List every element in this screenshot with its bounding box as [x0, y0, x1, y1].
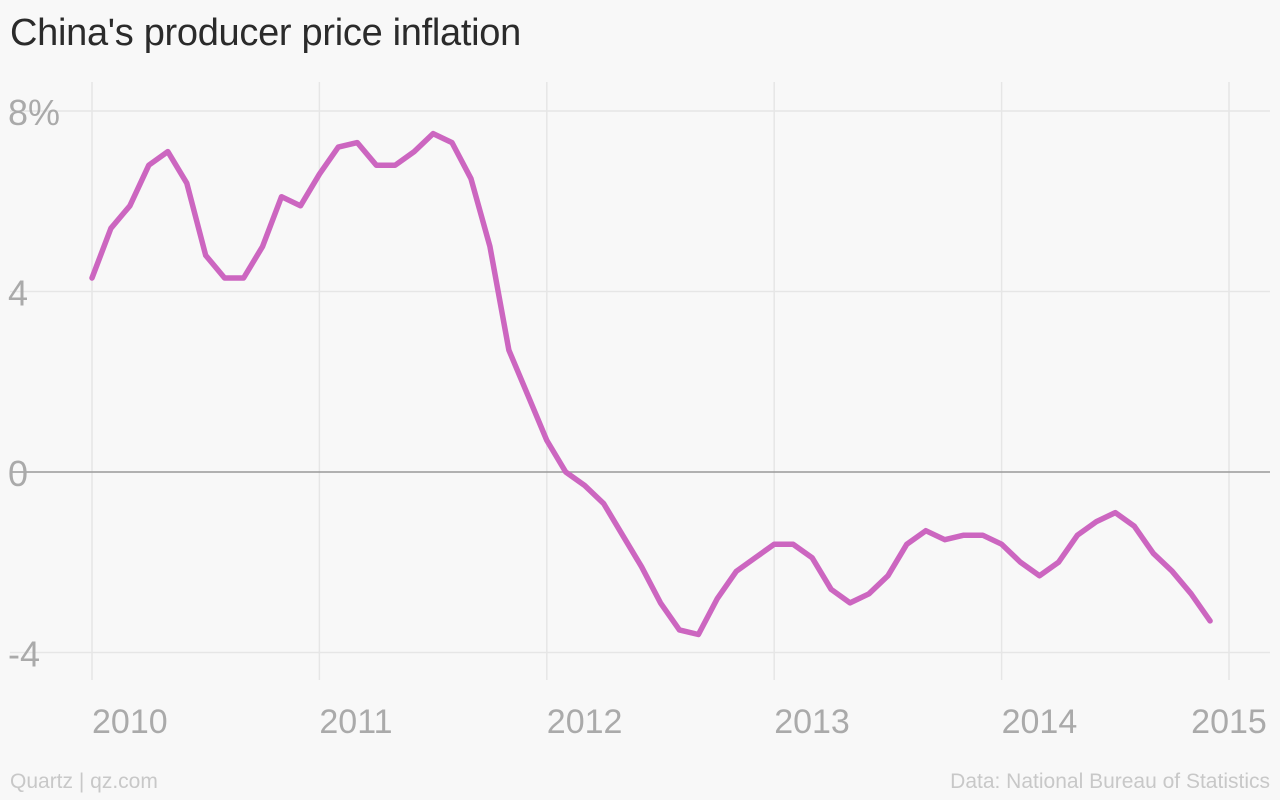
- data-point: [355, 140, 360, 145]
- data-point: [1056, 560, 1061, 565]
- data-point: [1170, 569, 1175, 574]
- data-point: [412, 149, 417, 154]
- data-point: [279, 194, 284, 199]
- data-point: [734, 569, 739, 574]
- data-point: [980, 533, 985, 538]
- data-point: [184, 181, 189, 186]
- data-point: [1094, 519, 1099, 524]
- data-point: [601, 501, 606, 506]
- data-point: [791, 542, 796, 547]
- data-point: [108, 226, 113, 231]
- x-tick-label: 2013: [774, 703, 850, 741]
- data-point: [866, 591, 871, 596]
- data-point: [469, 176, 474, 181]
- data-point: [677, 627, 682, 632]
- y-axis-ticks: 8% 4 0 -4: [8, 92, 60, 675]
- x-axis-ticks: 2010 2011 2012 2013 2014 2015: [92, 703, 1267, 741]
- data-point: [961, 533, 966, 538]
- x-tick-label: 2010: [92, 703, 168, 741]
- data-point: [1075, 533, 1080, 538]
- series-line: [89, 130, 1213, 638]
- grid-layer: [10, 82, 1270, 680]
- data-point: [127, 203, 132, 208]
- data-point: [582, 483, 587, 488]
- data-point: [317, 172, 322, 177]
- data-point: [146, 163, 151, 168]
- data-point: [298, 203, 303, 208]
- data-point: [90, 275, 95, 280]
- data-point: [1037, 573, 1042, 578]
- data-point: [260, 244, 265, 249]
- footer-source: Data: National Bureau of Statistics: [950, 770, 1270, 793]
- data-point: [1189, 591, 1194, 596]
- data-point: [885, 573, 890, 578]
- y-tick-label: 4: [8, 273, 28, 314]
- footer-credit: Quartz | qz.com: [10, 770, 158, 793]
- data-point: [1113, 510, 1118, 515]
- data-point: [1151, 551, 1156, 556]
- data-point: [203, 253, 208, 258]
- data-point: [241, 275, 246, 280]
- data-point: [393, 163, 398, 168]
- data-point: [848, 600, 853, 605]
- data-point: [1208, 618, 1213, 623]
- data-point: [374, 163, 379, 168]
- data-point: [696, 632, 701, 637]
- chart-title: China's producer price inflation: [10, 12, 521, 54]
- data-point: [999, 542, 1004, 547]
- data-point: [506, 348, 511, 353]
- data-point: [1132, 524, 1137, 529]
- data-point: [753, 555, 758, 560]
- data-point: [772, 542, 777, 547]
- x-tick-label: 2012: [547, 703, 623, 741]
- data-point: [563, 470, 568, 475]
- data-point: [487, 244, 492, 249]
- y-tick-label: -4: [8, 634, 40, 675]
- data-point: [942, 537, 947, 542]
- data-point: [923, 528, 928, 533]
- data-point: [658, 600, 663, 605]
- data-point: [336, 145, 341, 150]
- data-point: [810, 555, 815, 560]
- x-tick-label: 2014: [1002, 703, 1078, 741]
- data-point: [165, 149, 170, 154]
- y-tick-label: 0: [8, 453, 28, 494]
- data-point: [639, 564, 644, 569]
- data-point: [222, 275, 227, 280]
- data-point: [620, 533, 625, 538]
- data-point: [829, 587, 834, 592]
- data-point: [525, 393, 530, 398]
- x-tick-label: 2011: [319, 703, 392, 741]
- data-point: [450, 140, 455, 145]
- x-tick-label: 2015: [1191, 703, 1267, 741]
- data-point: [1018, 560, 1023, 565]
- y-tick-label: 8%: [8, 92, 60, 133]
- data-point: [715, 596, 720, 601]
- data-point: [431, 131, 436, 136]
- data-point: [904, 542, 909, 547]
- series-layer: [89, 130, 1213, 638]
- data-point: [544, 438, 549, 443]
